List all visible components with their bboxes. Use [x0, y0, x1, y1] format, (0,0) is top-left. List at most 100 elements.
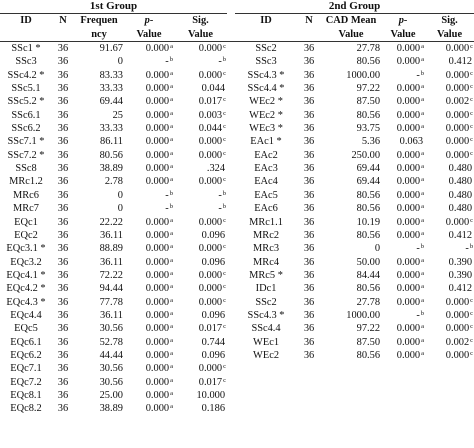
right-id-cell: SSc2	[235, 42, 297, 56]
right-cad-mean-cell-text: 69.44	[356, 163, 381, 175]
right-sig-value-cell-text: 0.390	[448, 256, 473, 268]
left-n-cell-text: 36	[57, 243, 69, 255]
column-gap	[227, 309, 235, 322]
left-sig-value-cell: -b	[174, 189, 227, 202]
right-n-cell: 36	[297, 55, 321, 68]
right-p-value-cell-text: 0.000	[396, 96, 421, 108]
left-n-cell-text: 36	[57, 363, 69, 375]
table-row: SSc7.2 * 36 80.56 0.000a 0.000c EAc2 36 250.00 0…	[0, 149, 474, 162]
left-frequency-cell-text: 30.56	[99, 376, 123, 388]
right-n-cell-text: 36	[303, 109, 315, 121]
right-n-cell: 36	[297, 282, 321, 295]
left-frequency-cell: 80.56	[74, 149, 124, 162]
right-cad-mean-cell: 5.36	[321, 135, 381, 148]
left-p-value-cell-note: a	[170, 69, 173, 77]
left-n-cell-text: 36	[57, 269, 69, 281]
left-n-cell-text: 36	[57, 123, 69, 135]
left-p-value-cell: 0.000a	[124, 162, 174, 175]
left-p-value-cell-text: 0.000	[145, 149, 170, 161]
left-sig-value-cell: 0.096	[174, 256, 227, 269]
left-n-cell: 36	[52, 69, 74, 82]
left-n-cell-text: 36	[57, 283, 69, 295]
left-n-cell-text: 36	[57, 176, 69, 188]
left-id-cell: EQc4.2 *	[0, 282, 52, 295]
left-id-cell: SSc5.1	[0, 82, 52, 95]
left-id-cell: EQc7.2	[0, 376, 52, 389]
right-n-cell-text: 36	[303, 56, 315, 68]
right-n-cell-text: 36	[303, 323, 315, 335]
left-sig-value-cell-text: 0.000	[198, 176, 223, 188]
left-n-cell: 36	[52, 269, 74, 282]
right-sig-value-cell: 0.412	[425, 229, 474, 242]
right-id-cell-text: SSc4.4 *	[247, 83, 285, 95]
right-cad-mean-cell: 1000.00	[321, 69, 381, 82]
right-cad-mean-cell-text: 50.00	[356, 256, 381, 268]
right-p-value-cell: 0.000a	[381, 175, 425, 188]
right-empty-cell	[235, 376, 297, 389]
right-sig-value-cell: 0.412	[425, 282, 474, 295]
right-n-cell-text: 36	[303, 69, 315, 81]
right-p-value-cell-note: a	[421, 296, 425, 304]
right-n-cell-text: 36	[303, 229, 315, 241]
right-p-value-cell: 0.000a	[381, 296, 425, 309]
right-sig-value-cell-text: 0.000	[445, 323, 470, 335]
right-n-cell: 36	[297, 149, 321, 162]
right-id-cell: WEc2 *	[235, 109, 297, 122]
right-sig-value-cell: 0.480	[425, 189, 474, 202]
left-sig-value-cell: 0.186	[174, 402, 227, 415]
right-n-cell: 36	[297, 202, 321, 215]
right-cad-mean-cell: 80.56	[321, 282, 381, 295]
left-sig-value-cell-note: c	[223, 109, 227, 117]
table-row: EQc4.3 * 36 77.78 0.000a 0.000c SSc2 36 27.78 0.…	[0, 296, 474, 309]
right-id-cell-text: SSc2	[255, 43, 277, 55]
right-p-value-cell-text: 0.000	[396, 296, 421, 308]
left-p-value-cell-text: -	[165, 189, 169, 201]
left-n-cell-text: 36	[57, 149, 69, 161]
right-p-value-cell: 0.000a	[381, 216, 425, 229]
right-cad-mean-cell: 80.56	[321, 349, 381, 362]
left-id-cell-text: SSc7.2 *	[7, 149, 45, 161]
column-gap	[227, 322, 235, 335]
left-p-value-cell: 0.000a	[124, 309, 174, 322]
left-p-value-cell: 0.000a	[124, 42, 174, 56]
left-id-cell-text: EQc5	[14, 323, 38, 335]
results-table: 1st Group 2nd Group ID N Frequen p- Sig.…	[0, 0, 474, 415]
left-id-cell-text: EQc4.2 *	[6, 283, 46, 295]
left-frequency-cell: 69.44	[74, 95, 124, 108]
left-n-cell-text: 36	[57, 389, 69, 401]
left-sig-value-cell-note: c	[223, 243, 227, 251]
right-n-cell-text: 36	[303, 163, 315, 175]
right-empty-cell	[297, 362, 321, 375]
right-cad-mean-cell: 10.19	[321, 216, 381, 229]
left-sig-value-cell-note: c	[223, 283, 227, 291]
right-sig-value-cell-text: 0.002	[445, 336, 470, 348]
right-n-cell: 36	[297, 42, 321, 56]
right-p-value-cell-text: 0.000	[396, 336, 421, 348]
right-sig-value-cell-text: 0.000	[445, 123, 470, 135]
left-p-value-cell-note: a	[170, 216, 173, 224]
right-p-value-cell-note: a	[421, 189, 425, 197]
left-sig-value-cell: 0.000c	[174, 242, 227, 255]
right-n-cell-text: 36	[303, 149, 315, 161]
right-id-cell-text: SSc4.4	[251, 323, 281, 335]
left-sig-value-cell: .324	[174, 162, 227, 175]
left-id-cell-text: SSc3	[15, 56, 37, 68]
right-cad-mean-cell: 27.78	[321, 42, 381, 56]
left-id-cell: MRc7	[0, 202, 52, 215]
right-cad-mean-cell-text: 80.56	[356, 189, 381, 201]
left-sig-value-cell: 0.000c	[174, 296, 227, 309]
right-cad-mean-cell: 27.78	[321, 296, 381, 309]
right-sig-value-cell-note: c	[470, 349, 474, 357]
right-sig-value-cell-text: 0.000	[445, 216, 470, 228]
left-p-value-cell: 0.000a	[124, 322, 174, 335]
right-sig-value-cell-text: 0.412	[448, 229, 473, 241]
left-p-value-cell: 0.000a	[124, 389, 174, 402]
left-sig-value-cell-note: c	[223, 176, 227, 184]
left-p-value-cell-text: 0.000	[145, 243, 170, 255]
left-sig-value-cell: 10.000	[174, 389, 227, 402]
right-p-value-cell-text: -	[416, 69, 420, 81]
header-sig-left-1: Sig.	[192, 15, 209, 27]
right-p-value-cell-text: 0.063	[399, 136, 424, 148]
left-p-value-cell-note: a	[170, 269, 173, 277]
column-gap	[227, 389, 235, 402]
